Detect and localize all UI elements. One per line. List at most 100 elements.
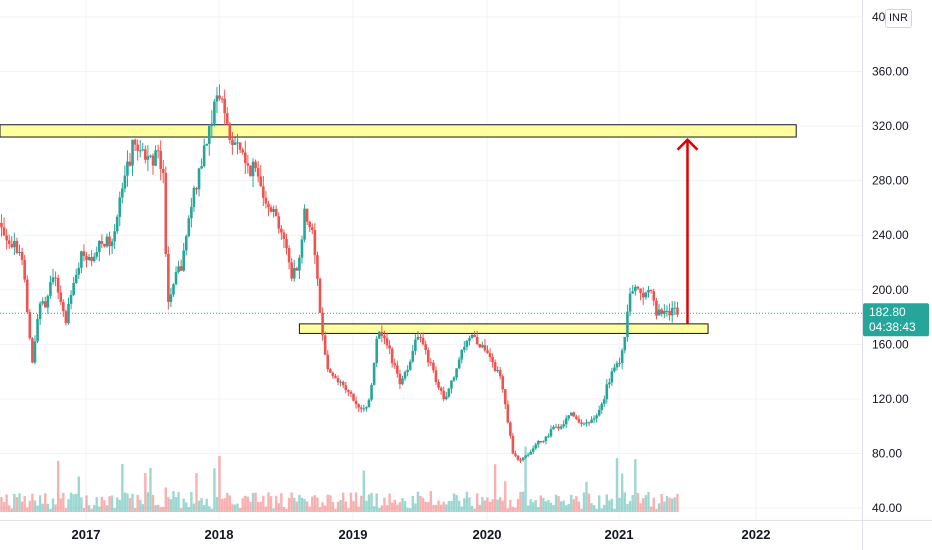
- candle-body: [218, 95, 221, 99]
- support-zone[interactable]: [298, 323, 709, 334]
- candle-body: [341, 381, 345, 386]
- candle-body: [414, 339, 417, 352]
- volume-bar: [582, 492, 586, 512]
- candle-body: [424, 344, 427, 351]
- candle-body: [352, 393, 355, 401]
- candle-body: [365, 407, 368, 409]
- candle-body: [634, 286, 637, 292]
- volume-bar: [580, 508, 583, 512]
- candle-body: [31, 338, 34, 363]
- candle-body: [639, 288, 642, 293]
- candle-body: [493, 362, 497, 372]
- volume-bar: [595, 508, 598, 512]
- candle-body: [225, 113, 229, 124]
- volume-bar: [187, 507, 191, 512]
- volume-bar: [251, 492, 255, 512]
- candle-body: [154, 150, 157, 166]
- candle-body: [468, 337, 471, 341]
- candle-body: [447, 388, 451, 397]
- x-tick-label: 2022: [742, 527, 771, 542]
- volume-bar: [215, 496, 219, 512]
- volume-bar: [202, 504, 206, 512]
- candle-body: [486, 350, 489, 353]
- volume-bar: [554, 494, 558, 512]
- candle-body: [300, 239, 304, 258]
- countdown-label: 04:38:43: [869, 320, 916, 334]
- volume-bar: [105, 505, 109, 512]
- volume-bar: [347, 508, 350, 512]
- volume-bar: [631, 494, 634, 512]
- candle-body: [585, 422, 588, 424]
- candle-body: [372, 362, 376, 385]
- volume-bar: [465, 491, 469, 512]
- volume-bar: [547, 500, 550, 512]
- candle-body: [516, 455, 520, 460]
- volume-bar: [36, 505, 39, 512]
- currency-badge[interactable]: INR: [885, 9, 912, 28]
- volume-bar: [380, 505, 384, 512]
- volume-bar: [208, 506, 211, 512]
- candle-body: [213, 101, 216, 124]
- candle-body: [159, 150, 162, 169]
- candle-body: [491, 356, 494, 363]
- volume-bar: [300, 497, 304, 512]
- volume-bar: [197, 500, 201, 512]
- volume-bar: [64, 508, 68, 512]
- candle-body: [362, 408, 366, 410]
- candle-body: [128, 161, 132, 166]
- candle-body: [615, 363, 619, 368]
- candle-body: [349, 391, 353, 394]
- candle-body: [636, 286, 640, 289]
- volume-bar: [388, 493, 391, 512]
- candle-body: [463, 346, 466, 350]
- volume-bar: [559, 501, 563, 512]
- volume-bar: [326, 494, 329, 512]
- volume-bar: [521, 491, 525, 512]
- candle-body: [600, 403, 604, 410]
- volume-bar: [128, 498, 132, 512]
- volume-bar: [424, 501, 427, 512]
- candle-body: [370, 384, 373, 400]
- target-arrow-head[interactable]: [676, 137, 699, 151]
- candle-body: [187, 218, 191, 237]
- volume-bar: [336, 501, 340, 512]
- candle-body: [321, 312, 324, 336]
- candle-body: [562, 424, 565, 427]
- candle-body: [626, 311, 629, 337]
- candle-body: [649, 289, 653, 292]
- volume-bar: [231, 504, 234, 512]
- candle-body: [539, 441, 543, 443]
- candle-body: [670, 308, 674, 316]
- volume-bar: [159, 507, 162, 512]
- volume-bar: [33, 500, 37, 512]
- candle-body: [655, 300, 658, 316]
- volume-bar: [290, 492, 293, 512]
- volume-bar: [524, 446, 527, 512]
- candle-body: [439, 387, 443, 391]
- y-tick-label: 40.00: [872, 501, 902, 515]
- volume-bar: [652, 497, 655, 512]
- resistance-zone[interactable]: [0, 124, 797, 138]
- volume-bar: [269, 496, 273, 512]
- candle-body: [393, 363, 397, 366]
- x-tick-label: 2020: [473, 527, 502, 542]
- candle-body: [501, 376, 505, 390]
- candle-body: [526, 454, 530, 456]
- volume-bar: [620, 473, 624, 512]
- volume-bar: [90, 508, 93, 512]
- candle-body: [123, 175, 127, 189]
- volume-bar: [56, 460, 60, 512]
- candle-body: [243, 152, 247, 164]
- volume-bar: [54, 504, 57, 512]
- volume-bar: [51, 498, 55, 512]
- candle-body: [105, 236, 109, 247]
- volume-bar: [318, 507, 322, 512]
- candle-body: [390, 348, 394, 364]
- candle-body: [344, 385, 348, 391]
- candle-body: [200, 166, 203, 169]
- volume-bar: [409, 508, 412, 512]
- candle-body: [426, 350, 430, 363]
- volume-bar: [370, 492, 373, 512]
- candle-body: [552, 426, 555, 430]
